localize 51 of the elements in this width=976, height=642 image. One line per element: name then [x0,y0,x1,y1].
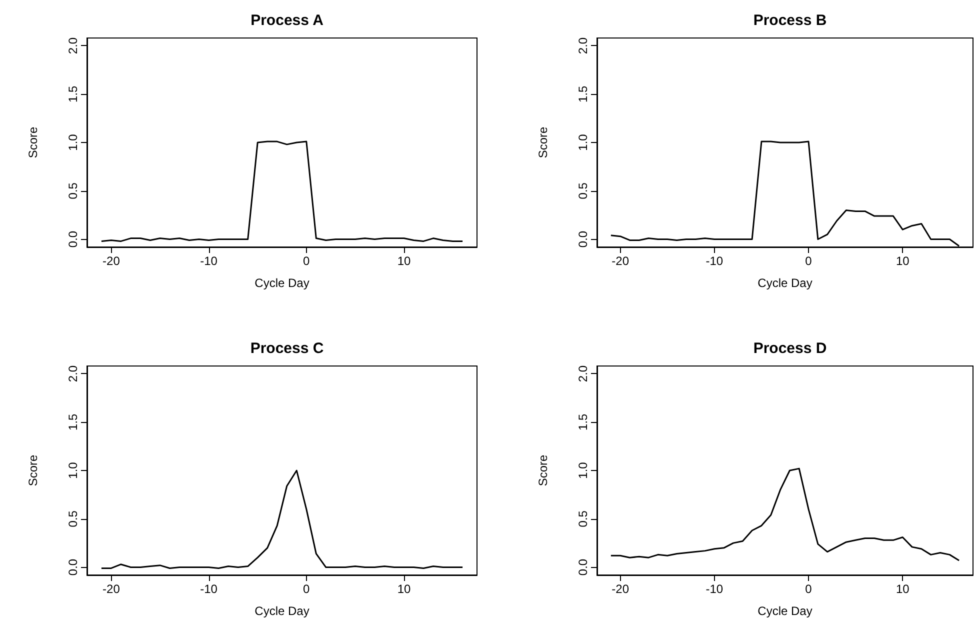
x-tick-label: -20 [102,582,120,596]
y-tick-label: 2.0 [66,365,80,382]
x-tick-label: -10 [200,254,218,268]
x-tick-label: 10 [896,582,910,596]
x-axis-title: Cycle Day [254,276,310,290]
y-tick-label: 0.5 [576,182,590,200]
x-tick-label: 0 [805,254,812,268]
y-tick-label: 2.0 [576,365,590,382]
y-tick-label: 2.0 [576,37,590,54]
y-tick-label: 0.0 [66,230,80,248]
y-tick-label: 2.0 [66,37,80,54]
y-tick-label: 1.5 [576,85,590,102]
x-tick-label: -20 [612,254,630,268]
y-tick-label: 1.5 [66,85,80,102]
x-tick-label: 0 [805,582,812,596]
chart-title: Process C [250,340,324,357]
y-axis-title: Score [536,126,550,158]
line-series [100,470,464,569]
y-tick-label: 1.0 [66,134,80,151]
y-tick-label: 1.5 [66,413,80,430]
y-tick-label: 0.0 [576,558,590,576]
line-series [100,140,464,242]
x-axis-title: Cycle Day [758,276,812,290]
x-tick-label: -10 [706,254,724,268]
y-tick-label: 0.5 [66,510,80,528]
x-axis-title: Cycle Day [254,604,310,618]
y-axis-title: Score [26,126,40,158]
y-tick-label: 1.0 [576,462,590,479]
x-tick-label: 0 [303,254,310,268]
y-axis-title: Score [536,454,550,486]
y-tick-label: 0.5 [576,510,590,528]
x-tick-label: 10 [896,254,910,268]
x-tick-label: -10 [200,582,218,596]
x-tick-label: -20 [102,254,120,268]
y-tick-label: 0.5 [66,182,80,200]
x-tick-label: 10 [397,254,411,268]
x-tick-label: 0 [303,582,310,596]
y-tick-label: 0.0 [576,230,590,248]
y-tick-label: 1.0 [576,134,590,151]
x-tick-label: -20 [612,582,630,596]
y-tick-label: 1.5 [576,413,590,430]
x-tick-label: 10 [397,582,411,596]
chart-title: Process B [753,12,827,29]
y-axis-title: Score [26,454,40,486]
chart-title: Process A [250,12,324,29]
y-tick-label: 0.0 [66,558,80,576]
x-axis-title: Cycle Day [758,604,812,618]
y-tick-label: 1.0 [66,462,80,479]
x-tick-label: -10 [706,582,724,596]
chart-title: Process D [753,340,827,357]
line-series [610,468,960,562]
